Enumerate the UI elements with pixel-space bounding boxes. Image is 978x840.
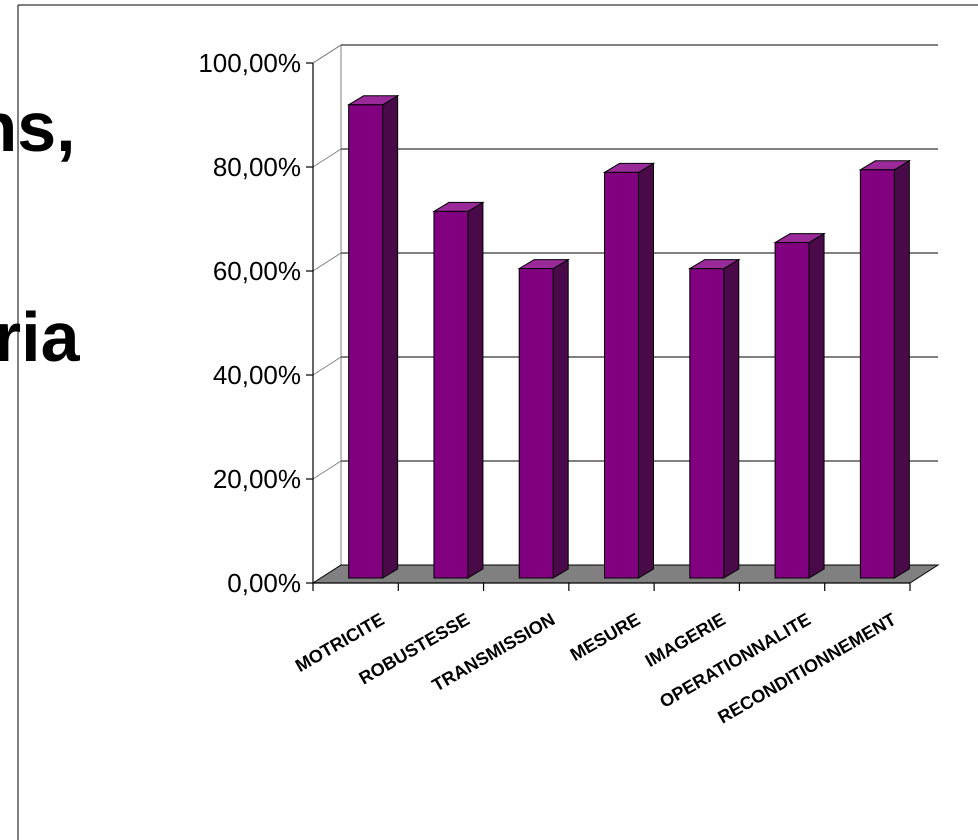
y-tick-label: 20,00% [213,464,301,494]
bar-front [518,268,554,579]
bar [773,232,826,579]
bar-side [552,258,569,579]
bar [858,159,912,579]
x-category-label: MESURE [567,609,644,665]
gridline-side [312,460,342,480]
bar-side [893,159,910,579]
bar-side [467,201,484,579]
bar-front [433,210,469,579]
slide-title: ins, eria [0,12,80,442]
gridline-side [312,148,342,168]
y-tick-label: 40,00% [213,360,301,390]
value-axis: 0,00% 20,00% 40,00% 60,00% 80,00% 100,00% [198,48,314,598]
y-tick-label: 60,00% [213,256,301,286]
x-category-label: OPERATIONNALITE [656,609,814,712]
gridline-side [312,356,342,376]
bar [517,258,571,579]
bars [346,94,912,579]
bar [602,162,656,579]
bar-front [348,104,384,579]
bar-side [382,94,399,579]
bar-front [604,171,639,579]
bar [432,201,485,579]
bar-front [689,268,725,579]
title-fragment-bottom: eria [0,298,80,376]
gridline-side [312,252,342,272]
title-fragment-top: ins, [0,88,76,166]
bar [687,258,741,579]
bar-side [638,162,654,579]
bar-side [808,232,825,579]
bar-front [859,169,895,579]
bar-front [774,242,810,579]
y-tick-label: 0,00% [227,568,301,598]
bar [346,94,400,579]
chart-frame [17,4,978,840]
gridline-side [312,44,342,64]
y-tick-label: 100,00% [198,48,301,78]
bar-side [723,258,740,579]
y-tick-label: 80,00% [213,152,301,182]
